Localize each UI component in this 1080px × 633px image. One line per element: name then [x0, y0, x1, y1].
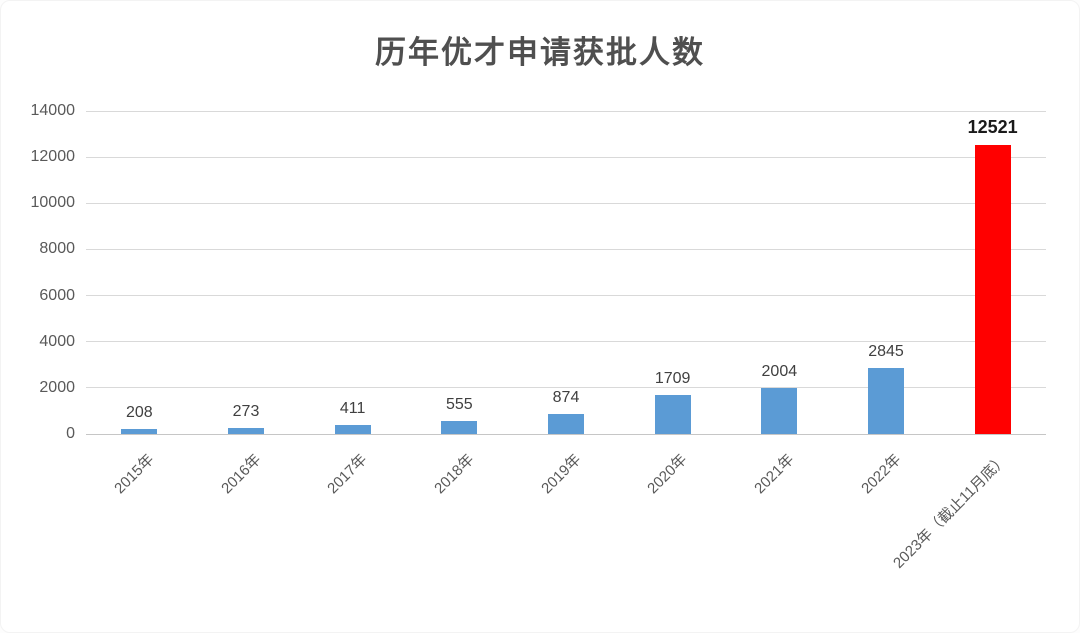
y-tick-label-14000: 14000 [30, 102, 76, 119]
bar-value-label-2017年: 411 [339, 399, 366, 417]
gridline-8000 [86, 248, 1046, 250]
bar-2016年 [228, 427, 264, 434]
x-axis-label-2022年: 2022年 [857, 451, 905, 498]
x-axis-label-2015年: 2015年 [111, 451, 158, 498]
x-axis-label-2023年（截止11月底）: 2023年（截止11月底） [889, 451, 1011, 572]
bar-2018年 [441, 421, 478, 434]
x-axis-label-2020年: 2020年 [644, 451, 691, 498]
gridline-4000 [86, 341, 1046, 343]
bar-2021年 [761, 387, 798, 434]
bar-2020年 [654, 394, 691, 434]
y-tick-label-10000: 10000 [30, 194, 76, 212]
x-axis-label-2016年: 2016年 [217, 451, 265, 498]
x-axis-label-2018年: 2018年 [431, 451, 478, 498]
gridline-12000 [86, 156, 1046, 158]
y-tick-label-4000: 4000 [39, 332, 75, 350]
x-axis-label-2021年: 2021年 [751, 451, 798, 498]
bar-value-label-2020年: 1709 [654, 369, 691, 387]
bar-value-label-2016年: 273 [232, 402, 260, 420]
gridline-14000 [86, 110, 1046, 112]
chart-title: 历年优才申请获批人数 [375, 35, 705, 70]
bar-value-label-2015年: 208 [125, 404, 153, 422]
bar-value-label-2022年: 2845 [868, 343, 904, 361]
bar-value-label-2023年（截止11月底）: 12521 [967, 117, 1018, 138]
bar-2015年 [121, 429, 158, 434]
x-axis-label-2019年: 2019年 [537, 451, 585, 498]
bar-2022年 [868, 368, 904, 434]
bar-value-label-2018年: 555 [445, 396, 473, 414]
bar-2017年 [334, 424, 371, 434]
gridline-6000 [86, 295, 1046, 297]
y-tick-label-8000: 8000 [39, 240, 75, 258]
x-axis-baseline [86, 433, 1046, 435]
gridline-10000 [86, 202, 1046, 204]
y-tick-label-2000: 2000 [39, 378, 75, 396]
bar-value-label-2021年: 2004 [761, 362, 798, 380]
y-tick-label-0: 0 [66, 425, 75, 442]
x-axis-label-2017年: 2017年 [324, 451, 371, 498]
bar-2023年（截止11月底） [974, 145, 1011, 434]
gridline-2000 [86, 387, 1046, 389]
bar-2019年 [548, 413, 584, 434]
y-tick-label-6000: 6000 [39, 286, 75, 304]
y-tick-label-12000: 12000 [30, 148, 76, 166]
bar-value-label-2019年: 874 [552, 388, 580, 406]
